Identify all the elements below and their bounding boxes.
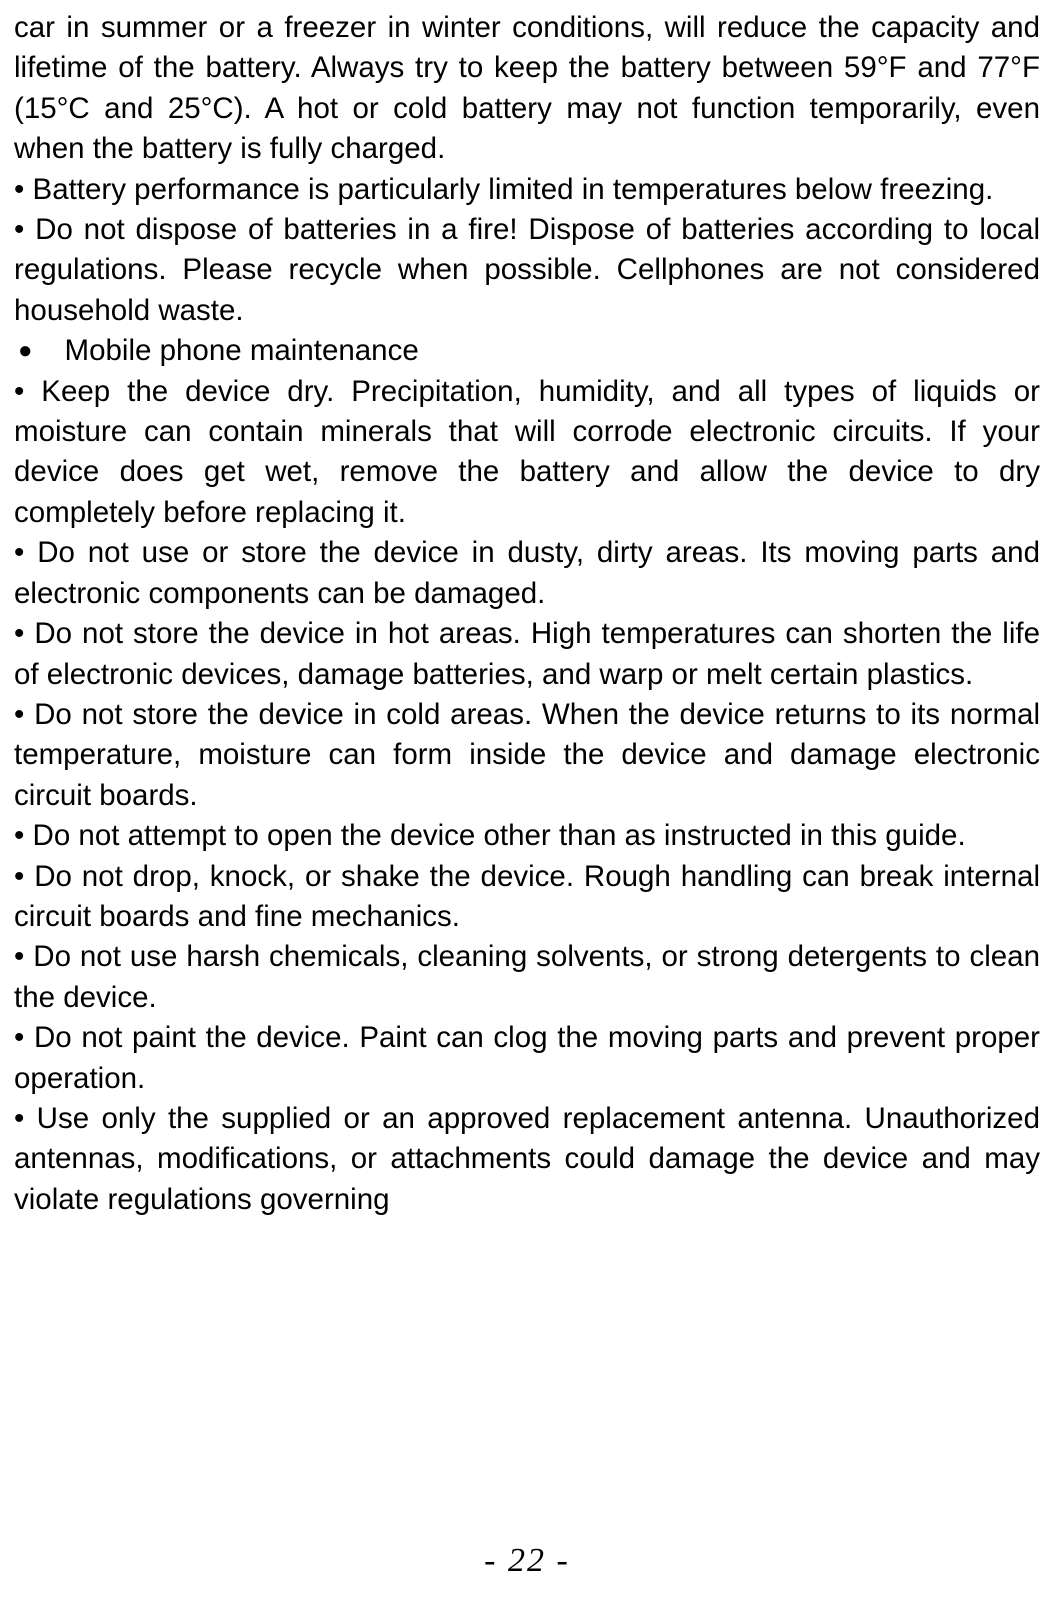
- bullet-paragraph: • Do not store the device in cold areas.…: [14, 695, 1040, 816]
- bullet-paragraph: • Do not paint the device. Paint can clo…: [14, 1018, 1040, 1099]
- bullet-paragraph: • Do not use or store the device in dust…: [14, 533, 1040, 614]
- paragraph: car in summer or a freezer in winter con…: [14, 8, 1040, 170]
- bullet-paragraph: • Do not drop, knock, or shake the devic…: [14, 857, 1040, 938]
- bullet-paragraph: • Battery performance is particularly li…: [14, 170, 1040, 210]
- bullet-paragraph: • Use only the supplied or an approved r…: [14, 1099, 1040, 1220]
- section-heading: ● Mobile phone maintenance: [14, 331, 1040, 371]
- bullet-paragraph: • Keep the device dry. Precipitation, hu…: [14, 372, 1040, 534]
- section-title: Mobile phone maintenance: [65, 331, 419, 371]
- document-page: car in summer or a freezer in winter con…: [14, 8, 1040, 1220]
- bullet-paragraph: • Do not dispose of batteries in a fire!…: [14, 210, 1040, 331]
- page-number: - 22 -: [0, 1542, 1054, 1580]
- bullet-paragraph: • Do not store the device in hot areas. …: [14, 614, 1040, 695]
- bullet-icon: ●: [18, 339, 33, 363]
- bullet-paragraph: • Do not use harsh chemicals, cleaning s…: [14, 937, 1040, 1018]
- bullet-paragraph: • Do not attempt to open the device othe…: [14, 816, 1040, 856]
